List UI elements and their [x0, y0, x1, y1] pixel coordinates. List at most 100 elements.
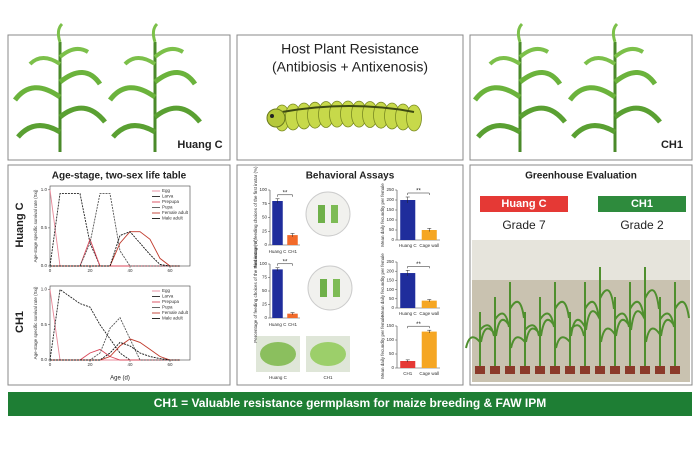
greenhouse-plants	[465, 267, 690, 374]
error-bar	[427, 299, 432, 302]
x-tick-label: Cage wall	[419, 371, 439, 376]
grade: Grade 7	[502, 218, 546, 232]
y-tick-label: 250	[386, 259, 394, 264]
error-bar	[290, 233, 295, 237]
significance: **	[416, 189, 421, 195]
intact-leaf	[310, 342, 346, 366]
caterpillar	[266, 100, 422, 132]
significance: **	[416, 262, 421, 268]
y-tick-label: 0	[264, 242, 267, 247]
legend-label: Larva	[162, 194, 174, 199]
y-tick-label: 75	[262, 275, 268, 280]
dish-photo	[307, 265, 353, 311]
x-tick-label: 0	[49, 268, 52, 273]
y-tick-label: 0.0	[41, 263, 48, 268]
y-tick-label: 0	[391, 305, 394, 310]
stripe	[281, 105, 415, 113]
pot	[655, 366, 665, 374]
significance-bracket	[407, 192, 430, 195]
error-bar	[275, 198, 280, 204]
y-tick-label: 100	[386, 287, 394, 292]
leaf-piece	[333, 279, 340, 297]
y-tick-label: 150	[386, 278, 394, 283]
x-tick-label: Cage wall	[419, 311, 439, 316]
y-axis-label: Mean daily fecundity per female	[380, 183, 385, 247]
significance-bracket	[407, 325, 430, 329]
banner	[8, 392, 692, 416]
pot	[490, 366, 500, 374]
y-tick-label: 25	[262, 302, 268, 307]
x-tick-label: CH1	[403, 371, 412, 376]
x-tick-label: 20	[87, 362, 93, 367]
grade: Grade 2	[620, 218, 664, 232]
x-tick-label: Huang C	[269, 249, 288, 254]
bar	[400, 273, 416, 308]
error-bar	[405, 359, 410, 363]
x-tick-label: 60	[167, 268, 173, 273]
y-tick-label: 100	[386, 337, 394, 342]
survival-curve	[50, 341, 180, 361]
y-tick-label: 150	[386, 207, 394, 212]
y-tick-label: 200	[386, 268, 394, 273]
plant	[660, 282, 690, 372]
x-axis-label: Age (d)	[110, 376, 130, 382]
grade-box	[598, 196, 686, 212]
x-tick-label: 20	[87, 268, 93, 273]
y-tick-label: 50	[389, 227, 395, 232]
header-title: Host Plant Resistance	[281, 41, 419, 57]
plant	[585, 267, 615, 372]
y-tick-label: 0.5	[41, 225, 48, 230]
x-tick-label: Huang C	[399, 243, 418, 248]
y-tick-label: 100	[386, 217, 394, 222]
x-tick-label: 0	[49, 362, 52, 367]
y-tick-label: 1.0	[41, 187, 48, 192]
pot	[520, 366, 530, 374]
bar	[287, 313, 298, 318]
photo-label: CH1	[323, 375, 332, 380]
dish-photo	[305, 191, 351, 237]
error-bar	[405, 196, 410, 203]
x-tick-label: 40	[127, 362, 133, 367]
plant	[495, 282, 525, 372]
grade-box	[480, 196, 568, 212]
grade-name: CH1	[631, 198, 653, 210]
panel-title: Age-stage, two-sex life table	[52, 171, 187, 182]
bar	[421, 300, 437, 308]
top-left-panel	[7, 34, 231, 161]
y-axis-label: Mean daily fecundity per female	[380, 315, 385, 379]
y-tick-label: 0	[391, 365, 394, 370]
life-table-panel	[7, 164, 231, 386]
legend-label: Male adult	[162, 216, 184, 221]
significance-bracket	[277, 194, 293, 197]
leaf-piece	[331, 205, 338, 223]
legend-label: Pupa	[162, 205, 173, 210]
bar	[400, 361, 416, 368]
pot	[550, 366, 560, 374]
significance: **	[416, 322, 421, 328]
legend-label: Prepupa	[162, 199, 180, 204]
x-tick-label: CH1	[288, 249, 297, 254]
legend-label: Larva	[162, 294, 174, 299]
right-label: CH1	[661, 139, 683, 151]
y-tick-label: 0.5	[41, 322, 48, 327]
error-bar	[290, 312, 295, 315]
bar	[421, 230, 437, 240]
bar	[272, 269, 283, 318]
error-bar	[405, 270, 410, 276]
eye	[270, 114, 274, 118]
pot	[625, 366, 635, 374]
banner-text: CH1 = Valuable resistance germplasm for …	[154, 396, 546, 410]
x-tick-label: 60	[167, 362, 173, 367]
legend-label: Pupa	[162, 305, 173, 310]
header-subtitle: (Antibiosis + Antixenosis)	[272, 59, 428, 75]
panel-title: Behavioral Assays	[306, 171, 395, 182]
error-bar	[427, 329, 432, 333]
legend-label: Male adult	[162, 316, 184, 321]
pot	[580, 366, 590, 374]
bar	[272, 201, 283, 245]
damaged-leaf	[260, 342, 296, 366]
legend-label: Female adult	[162, 210, 189, 215]
y-axis-label: Percentage of feeding choices of the thi…	[253, 239, 258, 343]
significance-bracket	[277, 263, 293, 266]
